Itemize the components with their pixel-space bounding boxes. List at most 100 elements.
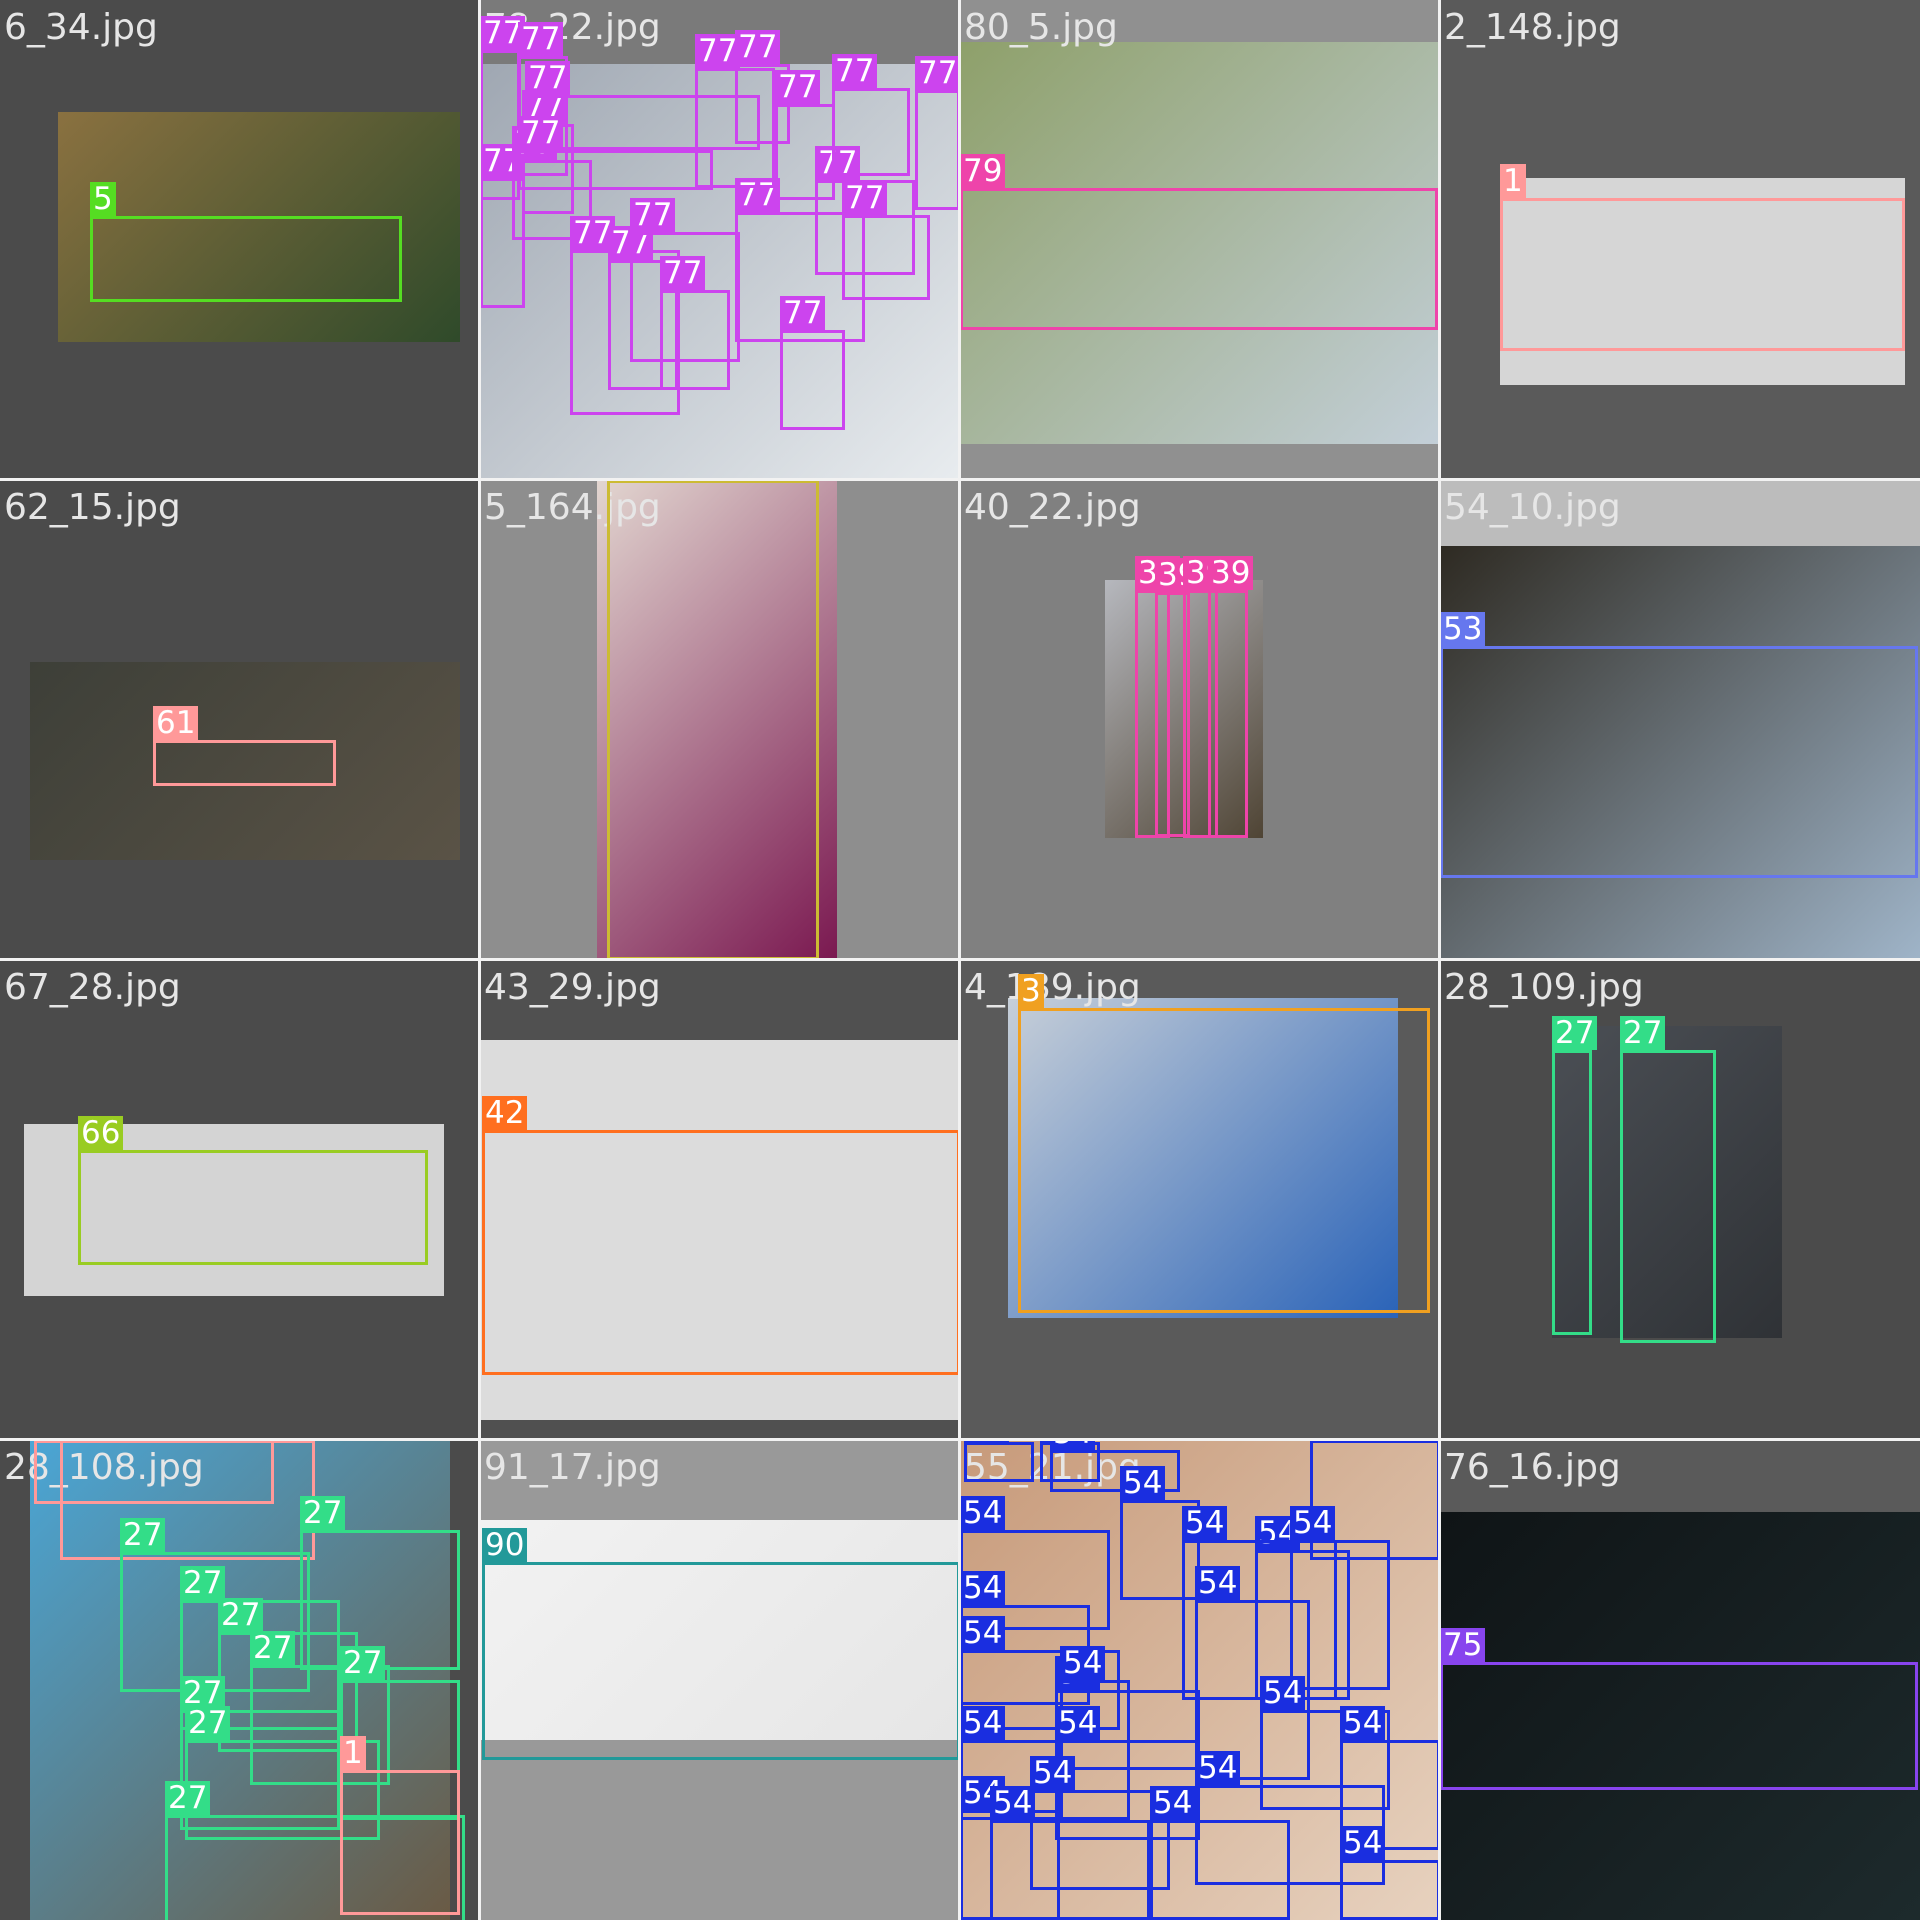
box-label: 77 (780, 296, 826, 330)
box-label: 54 (960, 1571, 1006, 1605)
tile-filename: 91_17.jpg (484, 1447, 661, 1488)
box-label: 27 (180, 1566, 226, 1600)
tile-filename: 2_148.jpg (1444, 7, 1621, 48)
bounding-box: 27 (180, 1676, 340, 1830)
box-label: 54 (1195, 1751, 1241, 1785)
tile-photo (480, 1520, 960, 1740)
tile-filename: 76_16.jpg (1444, 1447, 1621, 1488)
bounding-box: 79 (960, 154, 1438, 330)
tile-photo (1440, 546, 1920, 960)
bounding-box: 54 (1260, 1676, 1390, 1810)
box-label: 77 (525, 61, 571, 95)
bounding-box: 27 (1620, 1016, 1716, 1343)
box-label: 77 (735, 30, 781, 64)
bounding-box: 27 (340, 1646, 460, 1820)
bounding-box: 27 (185, 1706, 380, 1840)
box-label: 54 (960, 1616, 1006, 1650)
tile-photo (480, 1040, 960, 1420)
tile-filename: 67_28.jpg (4, 967, 181, 1008)
bounding-box: 77 (630, 198, 740, 362)
box-label: 54 (1260, 1676, 1306, 1710)
box-label: 61 (153, 706, 199, 740)
tile-10: 43_29.jpg 42 (480, 960, 960, 1440)
box-label: 54 (964, 1440, 1010, 1442)
box-label: 27 (180, 1676, 226, 1710)
box-label: 27 (300, 1496, 346, 1530)
box-label: 54 (1120, 1466, 1166, 1500)
bounding-box: 54 (1150, 1786, 1290, 1920)
tile-11: 4_189.jpg 3 (960, 960, 1440, 1440)
box-label: 77 (832, 54, 878, 88)
box-label: 27 (120, 1518, 166, 1552)
box-label: 27 (185, 1706, 231, 1740)
bounding-box: 61 (153, 706, 336, 786)
bounding-box: 54 (964, 1440, 1034, 1482)
bounding-box: 77 (660, 256, 730, 390)
bounding-box: 77 (518, 116, 713, 190)
bounding-box: 5 (90, 182, 402, 302)
tile-filename: 6_34.jpg (4, 7, 158, 48)
box-label: 5 (90, 182, 116, 216)
bounding-box: 54 (1060, 1646, 1130, 1820)
bounding-box: 54 (1340, 1826, 1440, 1920)
box-label: 27 (1620, 1016, 1666, 1050)
box-label: 54 (1340, 1826, 1386, 1860)
bounding-box: 54 (1030, 1756, 1170, 1890)
bounding-box: 54 (1290, 1506, 1390, 1690)
tile-filename: 43_29.jpg (484, 967, 661, 1008)
box-label: 77 (842, 181, 888, 215)
tile-photo (597, 480, 837, 960)
tile-photo (1440, 1512, 1920, 1920)
box-label: 1 (1500, 164, 1526, 198)
box-label: 77 (630, 198, 676, 232)
tile-photo (960, 42, 1440, 444)
bounding-box: 54 (1182, 1506, 1337, 1700)
bounding-box: 27 (120, 1518, 310, 1692)
bounding-box: 27 (165, 1781, 465, 1920)
box-label: 54 (1060, 1646, 1106, 1680)
box-label: 77 (660, 256, 706, 290)
box-label: 27 (340, 1646, 386, 1680)
tile-15: 55_21.jpg 54 54 54 54 54 54 54 54 54 54 54 54 54 54 54 5… (960, 1440, 1440, 1920)
tile-photo (1008, 998, 1398, 1318)
box-label: 77 (695, 34, 741, 68)
bounding-box: 54 (1050, 1440, 1180, 1492)
bounding-box: 77 (842, 181, 930, 300)
bounding-box: 54 (990, 1786, 1150, 1920)
bounding-box: 77 (735, 30, 790, 144)
box-label: 1 (340, 1736, 366, 1770)
box-label: 77 (570, 216, 616, 250)
tile-3: 80_5.jpg 79 (960, 0, 1440, 480)
tile-14: 91_17.jpg 90 (480, 1440, 960, 1920)
grid-divider-vertical (1438, 0, 1441, 1920)
box-label: 27 (165, 1781, 211, 1815)
box-label: 77 (518, 116, 564, 150)
box-label: 54 (1340, 1706, 1386, 1740)
bounding-box: 77 (780, 296, 845, 430)
box-label: 77 (518, 22, 564, 56)
box-label: 27 (218, 1598, 264, 1632)
bounding-box: 1 (340, 1736, 460, 1915)
bounding-box: 1 (60, 1440, 315, 1560)
bounding-box: 90 (482, 1528, 960, 1760)
tile-7: 40_22.jpg39393939 (960, 480, 1440, 960)
bounding-box: 75 (1440, 1628, 1918, 1790)
bounding-box: 27 (250, 1631, 390, 1785)
bounding-box: 66 (78, 1116, 428, 1265)
box-label: 42 (482, 1096, 528, 1130)
box-label: 54 (1182, 1506, 1228, 1540)
box-label: 54 (990, 1786, 1036, 1820)
tile-2: 78_22.jpg 77 77 77 77 77 77 77 77 77 77 77 77 77 77 77 7… (480, 0, 960, 480)
tile-filename: 5_164.jpg (484, 487, 661, 528)
tile-filename: 54_10.jpg (1444, 487, 1621, 528)
bounding-box: 77 (570, 216, 680, 415)
bounding-box: 54 (960, 1496, 1110, 1630)
box-label: 66 (78, 1116, 124, 1150)
bounding-box: 42 (482, 1096, 960, 1375)
tile-12: 28_109.jpg 27 27 (1440, 960, 1920, 1440)
box-label: 54 (1050, 1440, 1096, 1450)
bounding-box: 3 (1018, 974, 1430, 1313)
bounding-box: 77 (735, 178, 865, 342)
